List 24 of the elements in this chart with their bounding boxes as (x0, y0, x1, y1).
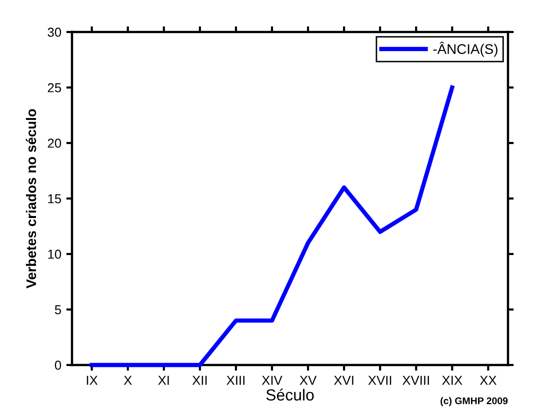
x-tick-label: XII (192, 376, 207, 385)
x-tick-label: XVI (334, 376, 354, 385)
x-tick-label: XVII (368, 376, 392, 385)
x-tick-label: XVIII (402, 376, 429, 385)
y-tick-label: 10 (48, 250, 62, 259)
y-tick-label: 15 (48, 194, 62, 204)
y-tick-label: 5 (54, 305, 62, 314)
y-tick-label: 25 (48, 83, 62, 92)
text: (c) GMHP 2009 (440, 397, 508, 406)
x-tick-label: X (124, 376, 132, 385)
x-tick-label: XX (480, 376, 497, 385)
line-series (90, 85, 454, 368)
x-tick-label: XIV (262, 376, 282, 385)
x-tick-label: XIX (442, 376, 462, 385)
legend-label: -ÂNCIA(S) (433, 42, 498, 57)
x-tick-label: XV (300, 376, 317, 385)
y-tick-label: 20 (48, 138, 62, 148)
y-axis-title: Verbetes criados no século (26, 109, 36, 288)
y-tick-label: 0 (54, 360, 62, 370)
x-tick-label: IX (86, 376, 98, 385)
x-tick-label: XIII (226, 376, 244, 385)
x-axis-title: Século (266, 388, 314, 401)
y-tick-label: 30 (48, 28, 62, 37)
x-tick-label: XI (158, 376, 169, 385)
